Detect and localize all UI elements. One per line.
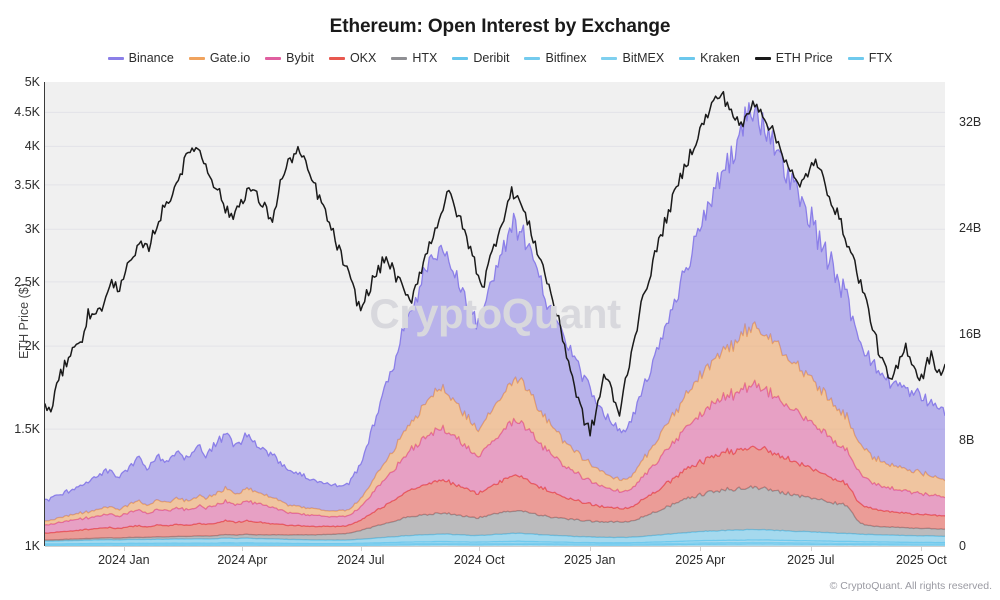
legend-label: Binance xyxy=(128,51,174,65)
x-tick-mark xyxy=(242,546,244,551)
copyright-footer: © CryptoQuant. All rights reserved. xyxy=(829,580,992,592)
x-tick-label: 2025 Jul xyxy=(787,553,835,567)
legend-swatch-icon xyxy=(847,56,864,60)
area-fill xyxy=(45,380,945,534)
left-axis-ticks: 1K 1.5K 2K 2.5K 3K 3.5K 4K 4.5K 5K xyxy=(0,0,40,600)
legend-label: HTX xyxy=(412,51,438,65)
x-tick-mark xyxy=(479,546,481,551)
x-tick-mark xyxy=(360,546,362,551)
legend-swatch-icon xyxy=(452,56,469,60)
legend-label: Gate.io xyxy=(209,51,251,65)
legend-swatch-icon xyxy=(754,56,771,60)
legend-item-gate-io[interactable]: Gate.io xyxy=(188,51,251,65)
x-tick-label: 2024 Jan xyxy=(98,553,150,567)
x-tick-mark xyxy=(700,546,702,551)
legend-label: Bybit xyxy=(286,51,314,65)
legend-swatch-icon xyxy=(107,56,124,60)
legend-swatch-icon xyxy=(679,56,696,60)
legend-label: ETH Price xyxy=(775,51,833,65)
legend-item-bitmex[interactable]: BitMEX xyxy=(601,52,664,65)
left-tick-label: 5K xyxy=(24,75,40,89)
area-outline xyxy=(45,485,945,541)
legend-swatch-icon xyxy=(265,56,282,60)
left-tick-label: 1K xyxy=(24,539,40,553)
legend-item-okx[interactable]: OKX xyxy=(328,51,377,65)
chart-legend: Binance Gate.io Bybit OKX HTX Deribit Bitfinex… xyxy=(0,52,1000,65)
left-tick-label: 1.5K xyxy=(14,422,40,437)
legend-label: FTX xyxy=(868,51,893,65)
left-tick-label: 4K xyxy=(24,139,40,154)
legend-swatch-icon xyxy=(601,56,618,60)
x-tick-label: 2025 Jan xyxy=(564,553,616,567)
area-outline xyxy=(45,541,945,546)
left-tick-label: 2.5K xyxy=(14,274,40,289)
legend-swatch-icon xyxy=(524,56,541,60)
x-tick-mark xyxy=(810,546,812,551)
legend-label: Kraken xyxy=(700,51,740,65)
area-outline xyxy=(45,102,945,502)
legend-swatch-icon xyxy=(391,56,408,60)
legend-label: Deribit xyxy=(473,51,510,65)
chart-canvas xyxy=(45,90,945,546)
legend-label: Bitfinex xyxy=(545,51,587,65)
legend-item-bitfinex[interactable]: Bitfinex xyxy=(524,52,586,65)
right-axis-ticks: 0 8B 16B 24B 32B xyxy=(950,0,1000,600)
legend-item-htx[interactable]: HTX xyxy=(391,52,437,65)
area-series-htx xyxy=(45,485,945,542)
legend-item-deribit[interactable]: Deribit xyxy=(452,52,509,65)
legend-label: BitMEX xyxy=(622,51,665,65)
right-tick-label: 16B xyxy=(959,326,982,341)
legend-label: OKX xyxy=(349,51,377,65)
legend-item-ftx[interactable]: FTX xyxy=(847,51,893,65)
area-fill xyxy=(45,446,945,541)
x-tick-label: 2025 Oct xyxy=(895,553,947,567)
left-axis-title: ETH Price ($) xyxy=(17,283,31,359)
area-series-bitmex xyxy=(45,541,945,546)
x-tick-mark xyxy=(123,546,125,551)
area-fill xyxy=(45,321,945,525)
price-line-eth-price xyxy=(45,90,945,437)
left-tick-label: 4.5K xyxy=(14,105,40,120)
right-tick-label: 32B xyxy=(959,114,982,129)
legend-item-kraken[interactable]: Kraken xyxy=(679,52,740,65)
x-tick-mark xyxy=(921,546,923,551)
right-tick-label: 8B xyxy=(959,432,975,447)
legend-swatch-icon xyxy=(188,56,205,60)
plot-area: CryptoQuant xyxy=(45,82,945,546)
right-tick-label: 24B xyxy=(959,220,982,235)
x-tick-mark xyxy=(589,546,591,551)
x-tick-label: 2025 Apr xyxy=(675,553,726,567)
left-axis-line xyxy=(44,82,46,546)
x-tick-label: 2024 Apr xyxy=(217,553,268,567)
legend-item-eth-price[interactable]: ETH Price xyxy=(754,51,833,65)
area-series-binance xyxy=(45,102,945,521)
left-tick-label: 3.5K xyxy=(14,177,40,192)
right-tick-label: 0 xyxy=(959,539,966,553)
area-fill xyxy=(45,102,945,521)
bottom-axis-line xyxy=(45,546,945,548)
x-tick-label: 2024 Oct xyxy=(453,553,505,567)
legend-item-bybit[interactable]: Bybit xyxy=(265,52,314,65)
left-tick-label: 3K xyxy=(24,222,40,237)
chart-title: Ethereum: Open Interest by Exchange xyxy=(329,16,671,37)
legend-swatch-icon xyxy=(328,56,345,60)
legend-item-binance[interactable]: Binance xyxy=(107,51,174,65)
x-tick-label: 2024 Jul xyxy=(337,553,385,567)
area-fill xyxy=(45,529,945,545)
left-tick-label: 2K xyxy=(24,339,40,354)
